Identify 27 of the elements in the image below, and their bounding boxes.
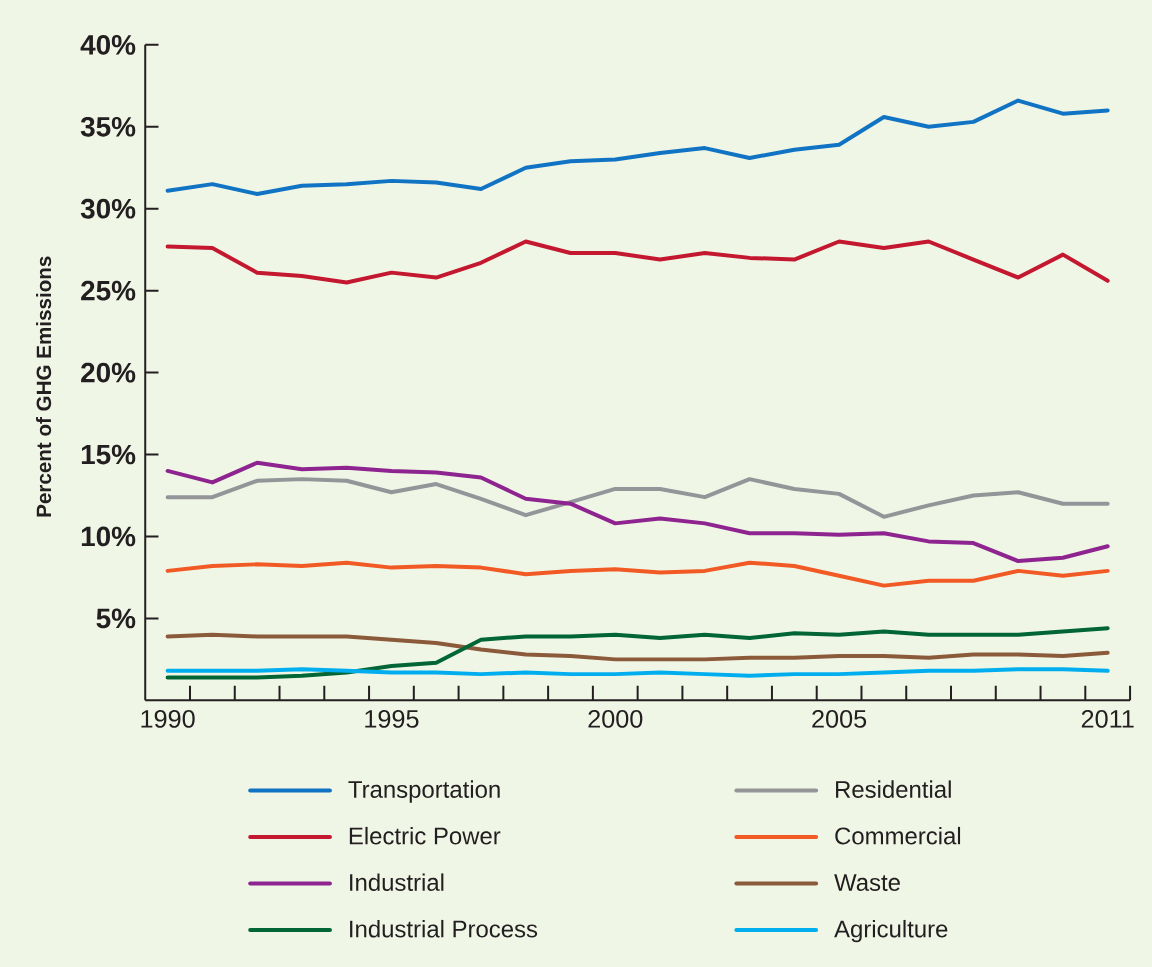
y-axis-title: Percent of GHG Emissions: [36, 256, 52, 517]
x-tick-label: 1990: [141, 709, 195, 728]
legend-label: Industrial Process: [350, 919, 538, 938]
line-series: [165, 477, 1110, 519]
legend-label: Industrial: [350, 873, 444, 892]
y-tick-label: 30%: [80, 198, 136, 219]
legend-label: Transportation: [348, 780, 500, 803]
x-tick-label: 2000: [588, 709, 643, 728]
line-series: [165, 560, 1110, 588]
line-series: [165, 98, 1110, 197]
legend-label: Commercial: [835, 826, 961, 845]
y-tick-label: 5%: [96, 608, 136, 629]
line-series: [165, 460, 1110, 564]
y-tick-label: 35%: [80, 116, 136, 137]
y-tick-label: 10%: [81, 526, 136, 547]
legend-label: Waste: [834, 874, 900, 892]
legend-label: Electric Power: [349, 826, 501, 845]
y-tick-label: 15%: [81, 444, 136, 465]
line-series: [165, 239, 1110, 285]
x-tick-label: 2011: [1081, 709, 1134, 728]
legend-label: Agriculture: [834, 919, 948, 943]
y-tick-label: 25%: [81, 280, 136, 301]
legend-label: Residential: [836, 780, 951, 798]
y-tick-label: 20%: [81, 362, 136, 383]
x-tick-label: 2005: [812, 709, 867, 728]
x-tick-label: 1995: [365, 709, 419, 728]
y-tick-label: 40%: [80, 35, 136, 55]
